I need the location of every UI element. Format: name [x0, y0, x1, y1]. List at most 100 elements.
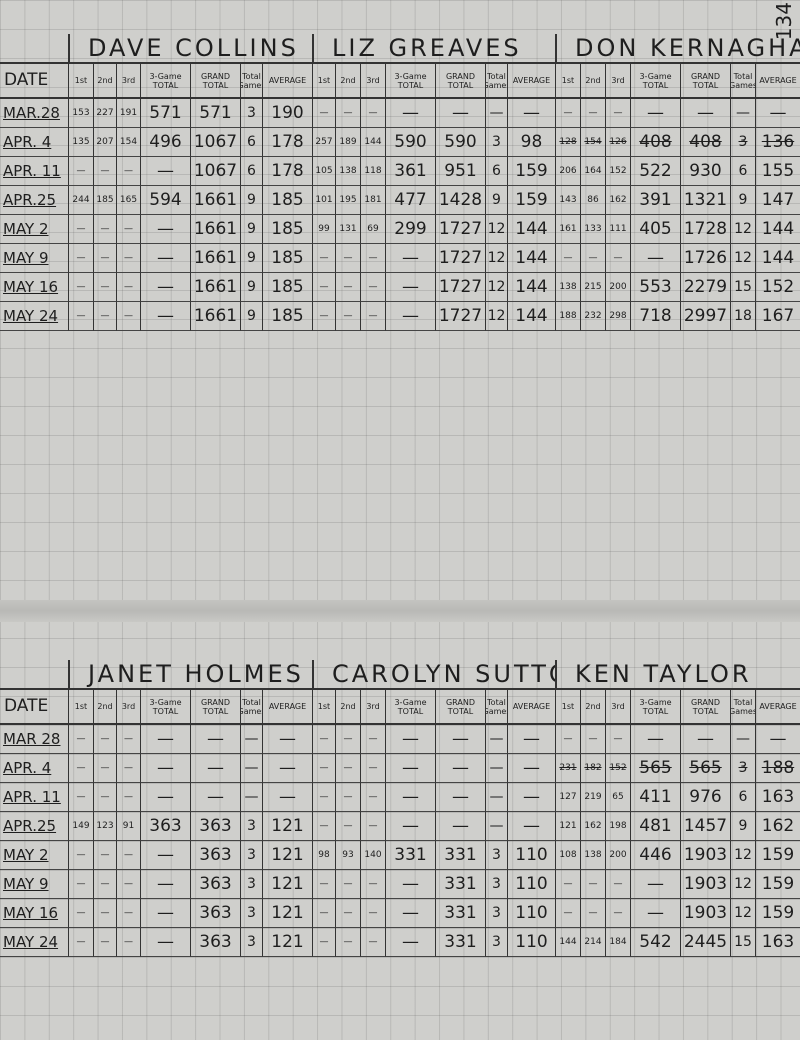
header-average: AVERAGE — [755, 690, 800, 725]
cell-second-game: — — [335, 273, 360, 302]
cell-second-game: — — [93, 754, 116, 783]
header-grand-total: GRAND TOTAL — [435, 64, 485, 99]
cell-grand-total: — — [190, 783, 240, 812]
cell-third-game: 152 — [605, 157, 630, 186]
cell-three-game-total: 565 — [630, 754, 680, 783]
cell-first-game: 135 — [68, 128, 93, 157]
row-date: APR. 11 — [0, 783, 68, 812]
cell-second-game: — — [335, 302, 360, 331]
player-name: LIZ GREAVES — [312, 34, 555, 62]
cell-first-game: — — [312, 244, 335, 273]
cell-average: 159 — [755, 870, 800, 899]
cell-average: 167 — [755, 302, 800, 331]
cell-third-game: 191 — [116, 99, 140, 128]
cell-first-game: — — [312, 870, 335, 899]
cell-grand-total: 1661 — [190, 273, 240, 302]
cell-third-game: — — [360, 273, 385, 302]
header-average: AVERAGE — [507, 690, 555, 725]
cell-three-game-total: — — [630, 870, 680, 899]
cell-second-game: — — [580, 99, 605, 128]
cell-three-game-total: — — [385, 783, 435, 812]
cell-three-game-total: — — [385, 812, 435, 841]
cell-third-game: 126 — [605, 128, 630, 157]
cell-third-game: 152 — [605, 754, 630, 783]
cell-total-games: — — [485, 783, 507, 812]
table-row: APR. 11— — — —1067 6 178 105 138 118 361 951 6 159 20… — [0, 157, 800, 186]
cell-total-games: 3 — [240, 99, 262, 128]
cell-total-games: — — [485, 754, 507, 783]
cell-three-game-total: — — [385, 725, 435, 754]
cell-third-game: 200 — [605, 273, 630, 302]
cell-first-game: 99 — [312, 215, 335, 244]
cell-average: — — [755, 725, 800, 754]
cell-three-game-total: 446 — [630, 841, 680, 870]
row-date: MAY 24 — [0, 928, 68, 957]
header-second-game: 2nd — [580, 64, 605, 99]
cell-grand-total: 2279 — [680, 273, 730, 302]
cell-grand-total: — — [680, 99, 730, 128]
cell-third-game: — — [360, 302, 385, 331]
cell-three-game-total: — — [140, 870, 190, 899]
player-name: KEN TAYLOR — [555, 660, 800, 688]
cell-third-game: 65 — [605, 783, 630, 812]
cell-third-game: — — [605, 899, 630, 928]
cell-total-games: 12 — [730, 841, 755, 870]
page-fold — [0, 600, 800, 622]
cell-three-game-total: 522 — [630, 157, 680, 186]
cell-total-games: 12 — [730, 215, 755, 244]
cell-total-games: 6 — [730, 157, 755, 186]
cell-average: 121 — [262, 870, 312, 899]
cell-third-game: — — [116, 273, 140, 302]
cell-third-game: — — [605, 244, 630, 273]
cell-average: 98 — [507, 128, 555, 157]
row-date: MAY 16 — [0, 899, 68, 928]
cell-third-game: — — [116, 841, 140, 870]
cell-third-game: — — [116, 215, 140, 244]
cell-average: 185 — [262, 186, 312, 215]
cell-total-games: 9 — [240, 273, 262, 302]
cell-third-game: — — [360, 928, 385, 957]
cell-average: 162 — [755, 812, 800, 841]
row-date: APR.25 — [0, 186, 68, 215]
cell-grand-total: 331 — [435, 928, 485, 957]
cell-total-games: 3 — [485, 899, 507, 928]
cell-third-game: 154 — [116, 128, 140, 157]
cell-average: 144 — [507, 215, 555, 244]
cell-average: — — [507, 783, 555, 812]
cell-total-games: 12 — [485, 244, 507, 273]
cell-average: 144 — [507, 244, 555, 273]
cell-first-game: — — [312, 725, 335, 754]
cell-third-game: — — [116, 244, 140, 273]
cell-second-game: 185 — [93, 186, 116, 215]
cell-third-game: 198 — [605, 812, 630, 841]
cell-average: 144 — [755, 215, 800, 244]
cell-grand-total: 1067 — [190, 157, 240, 186]
cell-second-game: 133 — [580, 215, 605, 244]
cell-second-game: — — [93, 783, 116, 812]
cell-first-game: — — [68, 870, 93, 899]
cell-second-game: — — [93, 928, 116, 957]
cell-three-game-total: 331 — [385, 841, 435, 870]
cell-first-game: — — [312, 273, 335, 302]
table-row: APR.25 149 123 91 363 363 3 121— — — — — — —121 162 198… — [0, 812, 800, 841]
cell-total-games: 12 — [485, 273, 507, 302]
cell-three-game-total: 590 — [385, 128, 435, 157]
header-third-game: 3rd — [605, 690, 630, 725]
cell-third-game: — — [116, 302, 140, 331]
cell-first-game: 257 — [312, 128, 335, 157]
cell-first-game: — — [555, 244, 580, 273]
cell-grand-total: 976 — [680, 783, 730, 812]
cell-grand-total: 1726 — [680, 244, 730, 273]
cell-total-games: — — [240, 754, 262, 783]
cell-total-games: 3 — [485, 841, 507, 870]
cell-total-games: — — [485, 725, 507, 754]
cell-three-game-total: 571 — [140, 99, 190, 128]
cell-three-game-total: 408 — [630, 128, 680, 157]
cell-three-game-total: 363 — [140, 812, 190, 841]
header-total-games: Total Games — [730, 690, 755, 725]
header-first-game: 1st — [68, 64, 93, 99]
cell-total-games: 9 — [240, 302, 262, 331]
cell-first-game: — — [312, 99, 335, 128]
cell-second-game: — — [335, 783, 360, 812]
